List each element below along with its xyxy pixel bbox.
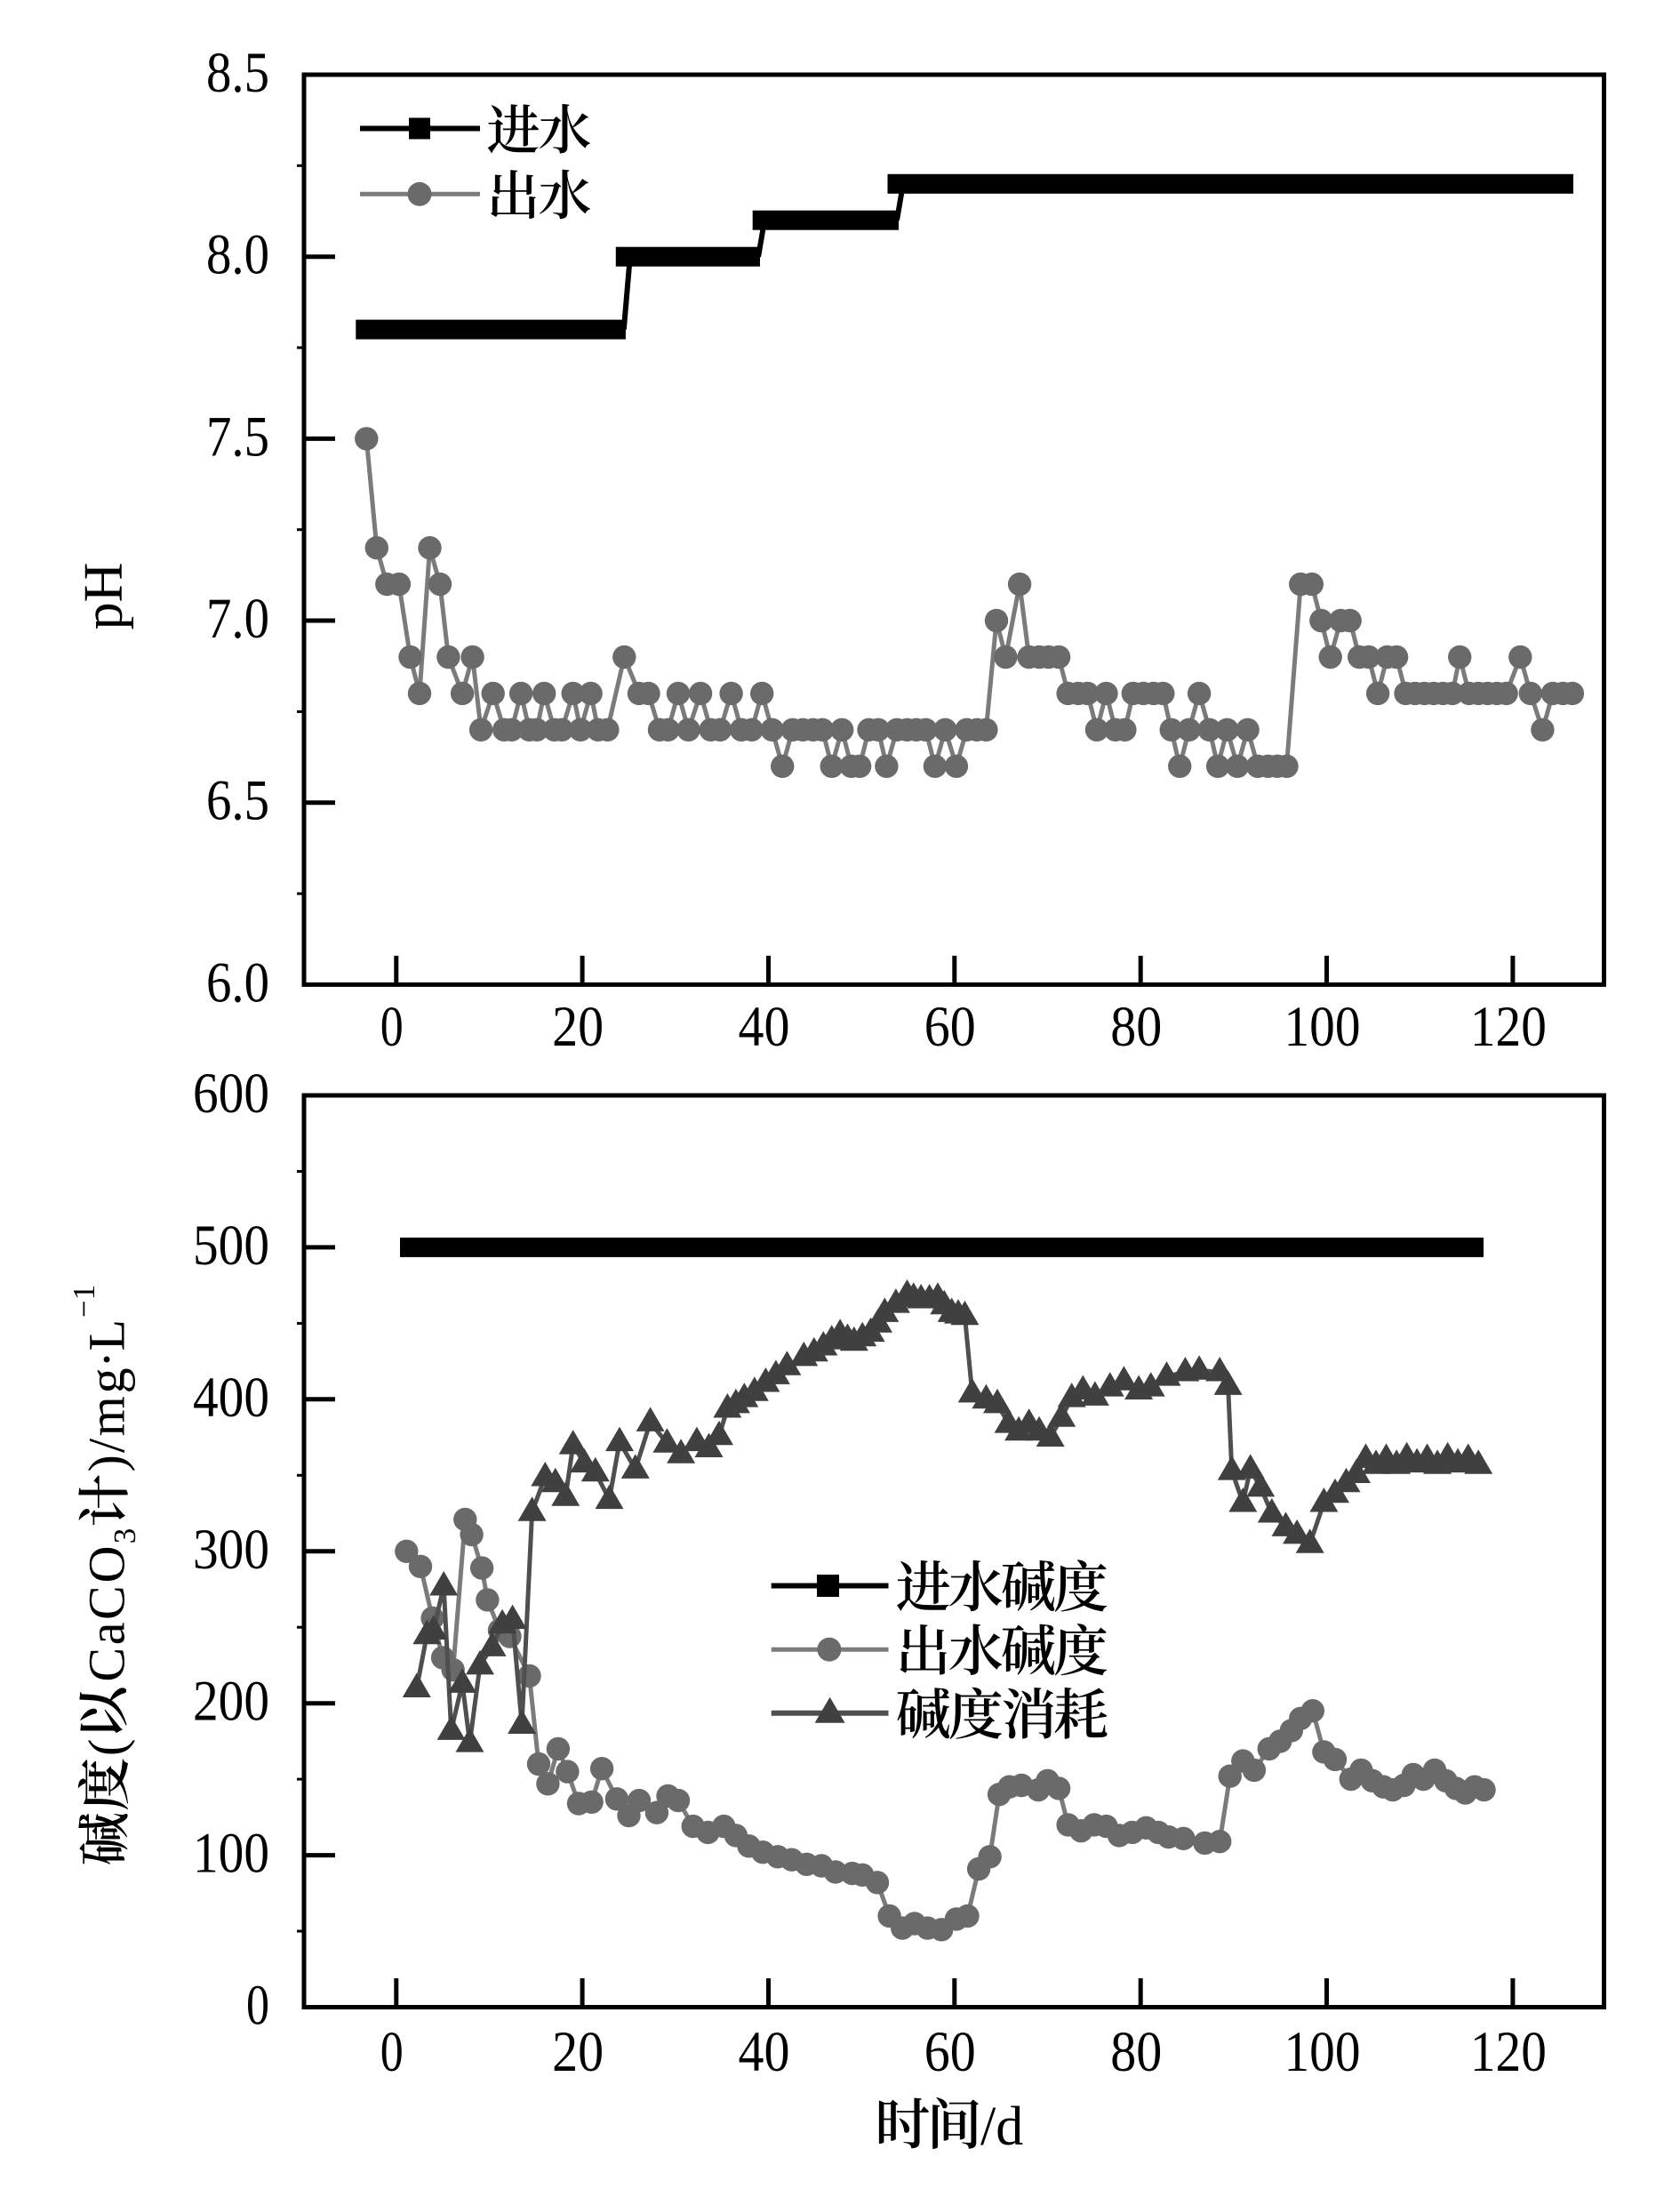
svg-text:O: O [78,1545,136,1583]
svg-text:(: ( [78,1739,136,1756]
svg-text:120: 120 [1470,995,1547,1059]
svg-text:pH: pH [74,563,134,630]
svg-text:/d: /d [980,2097,1023,2157]
svg-text:80: 80 [1110,2020,1162,2084]
svg-text:8.0: 8.0 [206,223,269,287]
svg-text:): ) [78,1455,136,1471]
svg-text:7.0: 7.0 [206,587,269,651]
svg-text:100: 100 [193,1822,269,1886]
svg-text:L: L [78,1319,136,1351]
svg-text:20: 20 [552,2020,604,2084]
svg-text:100: 100 [1284,995,1361,1059]
svg-text:600: 600 [193,1062,269,1126]
svg-text:m: m [78,1396,136,1436]
svg-text:0: 0 [380,995,404,1059]
svg-text:7.5: 7.5 [206,405,269,469]
svg-text:/: / [78,1438,136,1453]
svg-text:40: 40 [739,2020,790,2084]
svg-text:20: 20 [552,995,604,1059]
svg-text:400: 400 [193,1366,269,1430]
svg-text:40: 40 [739,995,790,1059]
svg-text:6.5: 6.5 [206,769,269,833]
svg-text:100: 100 [1284,2020,1361,2084]
svg-text:g: g [78,1367,136,1393]
svg-text:·: · [78,1351,136,1367]
svg-text:300: 300 [193,1518,269,1582]
svg-text:120: 120 [1470,2020,1547,2084]
svg-text:C: C [78,1648,136,1682]
svg-text:6.0: 6.0 [206,950,269,1014]
svg-text:8.5: 8.5 [206,41,269,105]
svg-text:60: 60 [924,2020,976,2084]
svg-text:a: a [78,1623,136,1646]
svg-text:200: 200 [193,1670,269,1734]
svg-text:−1: −1 [67,1285,101,1318]
svg-text:80: 80 [1110,995,1162,1059]
svg-text:C: C [78,1585,136,1620]
svg-text:0: 0 [246,1974,269,2038]
svg-text:500: 500 [193,1214,269,1278]
svg-text:0: 0 [380,2020,404,2084]
svg-text:3: 3 [108,1528,142,1544]
svg-text:60: 60 [924,995,976,1059]
